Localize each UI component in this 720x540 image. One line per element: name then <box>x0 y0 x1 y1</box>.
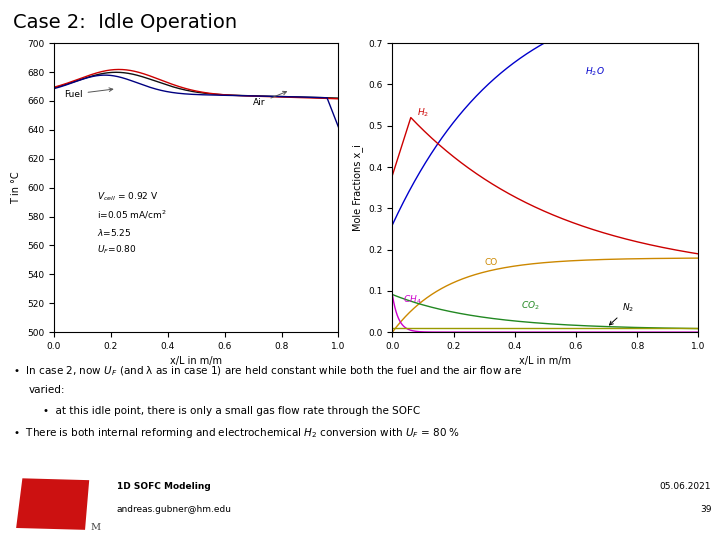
Text: •  at this idle point, there is only a small gas flow rate through the SOFC: • at this idle point, there is only a sm… <box>43 406 420 416</box>
Text: •  In case 2, now $U_F$ (and λ as in case 1) are held constant while both the fu: • In case 2, now $U_F$ (and λ as in case… <box>13 364 522 378</box>
Text: $H_2O$: $H_2O$ <box>585 65 605 78</box>
Text: $H_2$: $H_2$ <box>417 106 429 119</box>
Text: varied:: varied: <box>29 385 66 395</box>
Text: $CO_2$: $CO_2$ <box>521 300 540 312</box>
Text: Fuel: Fuel <box>64 88 113 99</box>
Text: •  There is both internal reforming and electrochemical $H_2$ conversion with $U: • There is both internal reforming and e… <box>13 426 460 440</box>
Y-axis label: Mole Fractions x_i: Mole Fractions x_i <box>352 144 363 231</box>
Y-axis label: T in °C: T in °C <box>12 171 22 204</box>
Text: Case 2:  Idle Operation: Case 2: Idle Operation <box>13 14 237 32</box>
Text: 1D SOFC Modeling: 1D SOFC Modeling <box>117 482 210 491</box>
Text: CO: CO <box>485 258 498 267</box>
Text: 39: 39 <box>700 505 711 514</box>
Text: $N_2$: $N_2$ <box>609 302 634 325</box>
Text: 05.06.2021: 05.06.2021 <box>660 482 711 491</box>
Text: Air: Air <box>253 91 287 107</box>
Text: $CH_4$: $CH_4$ <box>403 293 422 306</box>
Polygon shape <box>16 478 89 530</box>
X-axis label: x/L in m/m: x/L in m/m <box>170 356 222 366</box>
X-axis label: x/L in m/m: x/L in m/m <box>519 356 572 366</box>
Text: andreas.gubner@hm.edu: andreas.gubner@hm.edu <box>117 505 232 514</box>
Text: $V_{cell}$ = 0.92 V
i=0.05 mA/cm$^2$
$\lambda$=5.25
$U_F$=0.80: $V_{cell}$ = 0.92 V i=0.05 mA/cm$^2$ $\l… <box>96 191 167 255</box>
Text: M: M <box>91 523 101 532</box>
